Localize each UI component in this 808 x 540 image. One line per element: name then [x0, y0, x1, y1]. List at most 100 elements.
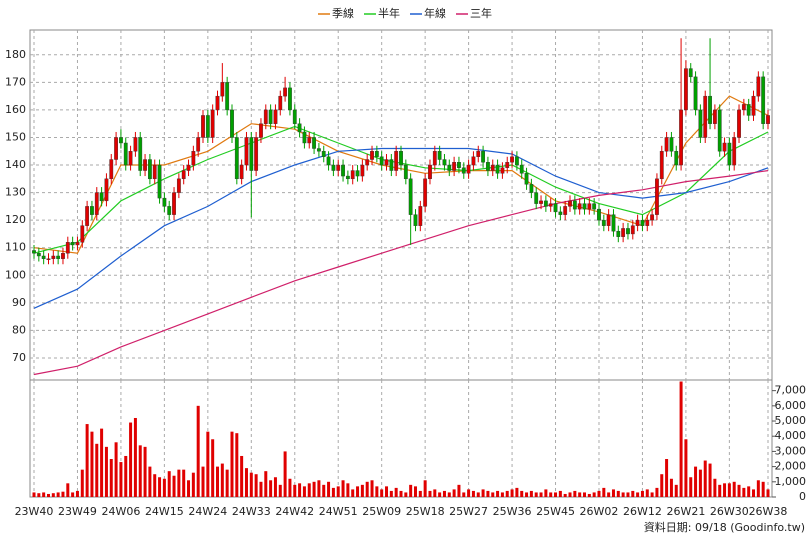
candle-body: [90, 206, 94, 215]
candle-body: [693, 76, 698, 111]
candle-body: [490, 164, 495, 171]
candle-body: [423, 178, 428, 207]
volume-bar: [71, 492, 75, 497]
volume-bar: [525, 492, 529, 497]
candle-body: [297, 123, 302, 133]
volume-tick-label: 2,000: [775, 460, 807, 473]
x-tick-label: 25W36: [493, 505, 532, 518]
candle-body: [558, 211, 563, 215]
candle-body: [514, 156, 519, 166]
candle-body: [152, 164, 157, 180]
volume-bar: [104, 446, 108, 497]
candle-body: [732, 137, 737, 166]
volume-bar: [761, 481, 765, 497]
candle-body: [249, 137, 254, 171]
volume-bar: [718, 484, 722, 497]
candle-body: [191, 151, 196, 166]
x-tick-label: 24W24: [188, 505, 227, 518]
candle-body: [563, 206, 568, 215]
candle-body: [712, 109, 717, 124]
candle-body: [500, 167, 505, 174]
candle-body: [239, 164, 244, 180]
volume-bar: [360, 484, 364, 497]
candle-body: [495, 164, 500, 174]
candle-body: [650, 214, 655, 221]
candle-body: [273, 109, 278, 124]
candle-body: [534, 192, 539, 204]
volume-bar: [399, 490, 403, 497]
volume-bar: [597, 490, 601, 497]
candle-body: [655, 178, 659, 215]
moving-average-line: [33, 125, 769, 254]
candle-body: [741, 104, 746, 111]
volume-bar: [669, 478, 673, 497]
candle-body: [543, 200, 548, 207]
volume-bar: [496, 490, 500, 497]
volume-bar: [196, 405, 200, 497]
candle-body: [244, 137, 249, 166]
volume-bar: [510, 489, 514, 497]
x-tick-label: 23W40: [15, 505, 54, 518]
volume-bar: [573, 490, 577, 497]
y-tick-label: 90: [12, 296, 26, 309]
volume-bar: [428, 490, 432, 497]
x-tick-label: 25W27: [449, 505, 488, 518]
volume-bar: [442, 490, 446, 497]
volume-bar: [254, 474, 258, 497]
candle-body: [548, 203, 553, 207]
y-tick-label: 100: [5, 268, 26, 281]
legend-label: 季線: [332, 6, 354, 20]
volume-bar: [162, 478, 166, 497]
y-tick-label: 160: [5, 103, 26, 116]
candle-body: [577, 203, 582, 210]
volume-bar: [607, 492, 611, 497]
volume-bar: [592, 492, 596, 497]
y-tick-label: 130: [5, 186, 26, 199]
candle-body: [336, 164, 341, 171]
candle-body: [722, 142, 727, 152]
candle-body: [766, 115, 770, 124]
candle-body: [428, 164, 432, 180]
volume-bar: [616, 490, 620, 497]
candle-body: [645, 219, 650, 226]
y-tick-label: 110: [5, 241, 26, 254]
volume-bar: [554, 492, 558, 497]
y-tick-label: 140: [5, 158, 26, 171]
volume-bar: [259, 481, 263, 497]
volume-bar: [153, 474, 157, 497]
candle-body: [326, 156, 331, 166]
volume-bar: [727, 483, 731, 497]
volume-bar: [418, 490, 422, 497]
candle-body: [176, 178, 181, 193]
candle-body: [727, 142, 732, 166]
candle-body: [278, 95, 283, 111]
candle-body: [119, 137, 123, 144]
volume-bar: [752, 489, 756, 497]
candle-body: [317, 148, 321, 152]
volume-bar: [148, 466, 152, 497]
candle-body: [321, 151, 326, 157]
candle-body: [133, 137, 138, 152]
candle-body: [461, 167, 466, 174]
volume-bar: [602, 487, 606, 497]
volume-bar: [346, 483, 350, 497]
volume-bar: [423, 480, 427, 497]
volume-bar: [370, 480, 374, 497]
volume-bar: [640, 490, 644, 497]
volume-bar: [380, 489, 384, 497]
candle-body: [225, 82, 230, 111]
volume-bar: [694, 466, 698, 497]
volume-bar: [462, 492, 466, 497]
candle-body: [698, 109, 703, 138]
candle-body: [466, 164, 471, 174]
volume-bar: [529, 490, 533, 497]
volume-bar: [698, 469, 702, 497]
y-tick-label: 120: [5, 213, 26, 226]
volume-bar: [375, 486, 379, 497]
candle-body: [143, 159, 147, 171]
candle-body: [65, 242, 70, 254]
x-tick-label: 24W06: [101, 505, 140, 518]
volume-bar: [177, 469, 181, 497]
y-tick-label: 170: [5, 75, 26, 88]
